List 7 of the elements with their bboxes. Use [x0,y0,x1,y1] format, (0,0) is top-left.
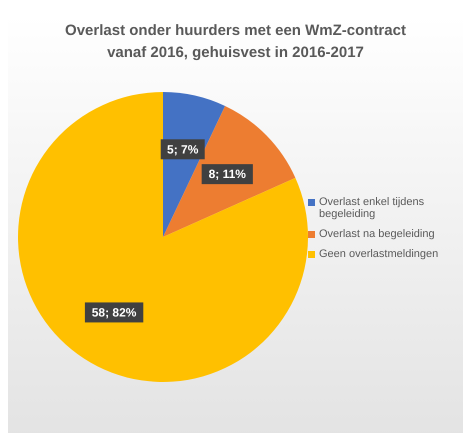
legend-label: Geen overlastmeldingen [319,248,438,260]
data-label: 5; 7% [167,142,199,156]
data-label: 58; 82% [92,305,137,320]
chart-title: Overlast onder huurders met een WmZ-contract vanaf 2016, gehuisvest in 2016-2017 [64,21,407,63]
legend-label: Overlast na begeleiding [319,228,435,240]
data-label: 8; 11% [208,167,246,182]
legend-label: Overlast enkel tijdens begeleiding [319,196,426,220]
